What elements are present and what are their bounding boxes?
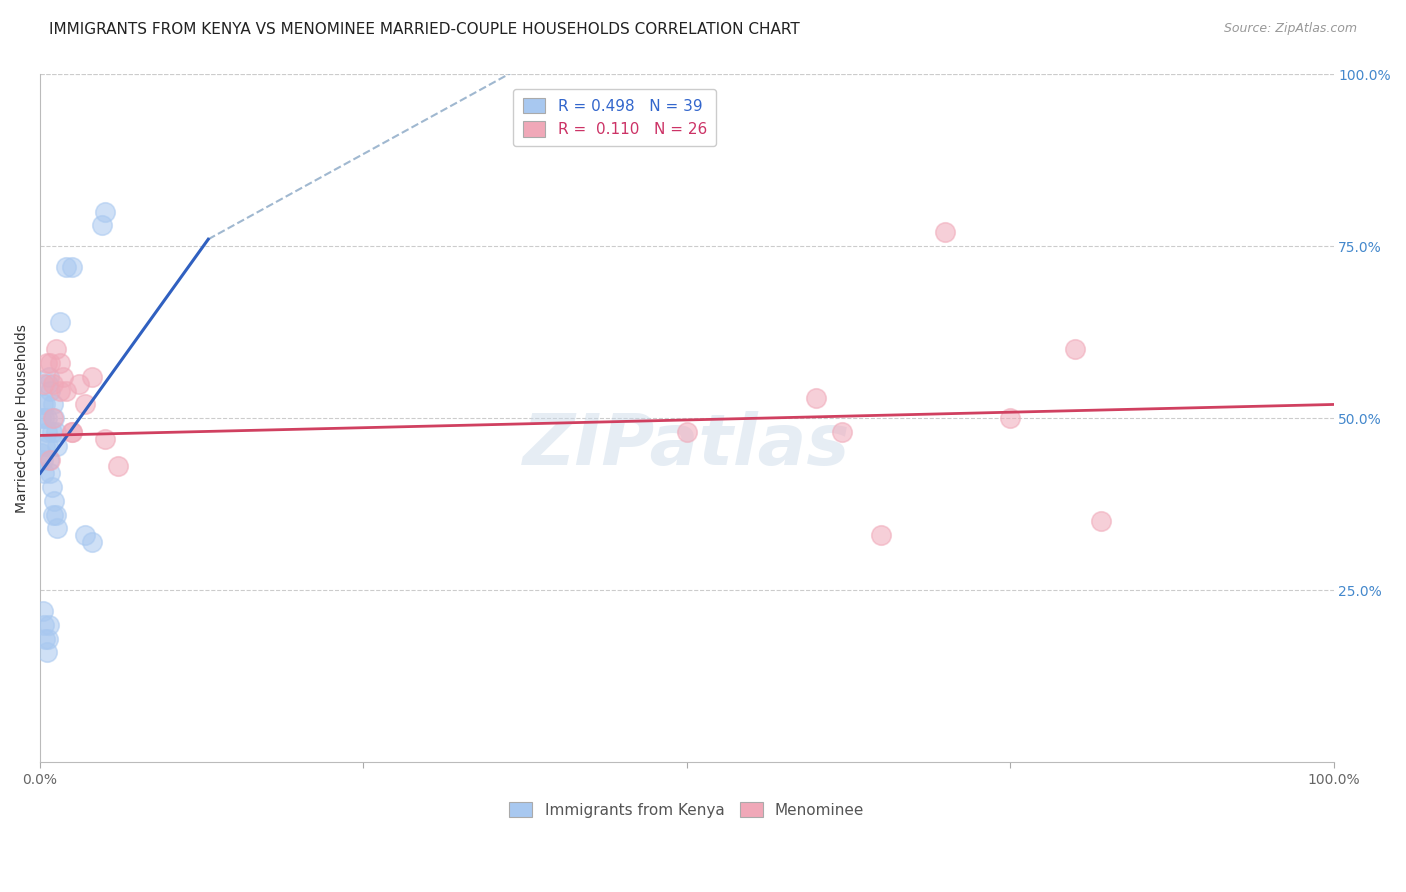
Point	[39, 356, 62, 370]
Point	[675, 425, 697, 439]
Point	[32, 376, 55, 391]
Point	[32, 411, 55, 425]
Point	[75, 397, 97, 411]
Point	[38, 370, 60, 384]
Point	[38, 617, 60, 632]
Point	[37, 632, 59, 646]
Point	[34, 397, 56, 411]
Point	[52, 370, 75, 384]
Point	[37, 439, 59, 453]
Point	[30, 445, 52, 459]
Point	[1090, 515, 1112, 529]
Point	[80, 535, 103, 549]
Point	[42, 397, 65, 411]
Point	[35, 411, 58, 425]
Point	[38, 452, 60, 467]
Text: Source: ZipAtlas.com: Source: ZipAtlas.com	[1223, 22, 1357, 36]
Point	[34, 439, 56, 453]
Point	[45, 521, 67, 535]
Point	[869, 528, 891, 542]
Point	[44, 411, 66, 425]
Point	[998, 411, 1021, 425]
Point	[31, 604, 53, 618]
Y-axis label: Married-couple Households: Married-couple Households	[15, 324, 30, 513]
Legend: Immigrants from Kenya, Menominee: Immigrants from Kenya, Menominee	[503, 796, 870, 823]
Point	[45, 343, 67, 357]
Point	[62, 260, 84, 274]
Point	[35, 356, 58, 370]
Point	[107, 459, 129, 474]
Point	[31, 397, 53, 411]
Point	[48, 384, 70, 398]
Point	[34, 632, 56, 646]
Text: ZIPatlas: ZIPatlas	[523, 411, 851, 480]
Point	[37, 376, 59, 391]
Point	[39, 384, 62, 398]
Point	[45, 508, 67, 522]
Point	[80, 370, 103, 384]
Point	[39, 467, 62, 481]
Point	[62, 425, 84, 439]
Point	[45, 425, 67, 439]
Point	[32, 467, 55, 481]
Point	[42, 411, 65, 425]
Point	[30, 411, 52, 425]
Point	[91, 219, 114, 233]
Point	[35, 645, 58, 659]
Point	[67, 376, 90, 391]
Point	[75, 528, 97, 542]
Point	[55, 260, 77, 274]
Point	[1063, 343, 1085, 357]
Point	[44, 493, 66, 508]
Point	[934, 225, 956, 239]
Point	[42, 376, 65, 391]
Point	[48, 356, 70, 370]
Point	[94, 432, 117, 446]
Point	[45, 439, 67, 453]
Point	[41, 480, 63, 494]
Point	[62, 425, 84, 439]
Point	[94, 204, 117, 219]
Point	[48, 315, 70, 329]
Point	[32, 617, 55, 632]
Point	[41, 425, 63, 439]
Point	[55, 384, 77, 398]
Point	[42, 508, 65, 522]
Point	[804, 391, 827, 405]
Text: IMMIGRANTS FROM KENYA VS MENOMINEE MARRIED-COUPLE HOUSEHOLDS CORRELATION CHART: IMMIGRANTS FROM KENYA VS MENOMINEE MARRI…	[49, 22, 800, 37]
Point	[31, 452, 53, 467]
Point	[35, 425, 58, 439]
Point	[831, 425, 853, 439]
Point	[39, 452, 62, 467]
